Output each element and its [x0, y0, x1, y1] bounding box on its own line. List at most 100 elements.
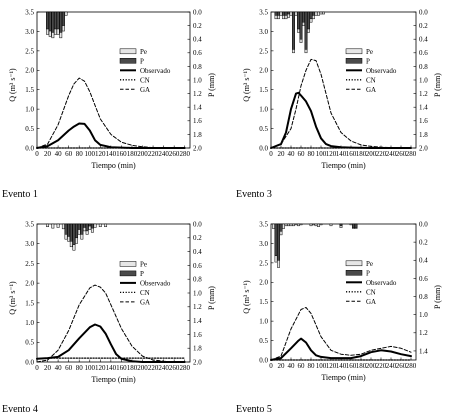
legend-label: CN — [140, 76, 150, 84]
bar-pe — [339, 223, 343, 227]
x-tick-label: 140 — [106, 364, 117, 372]
series-line-ga — [270, 307, 412, 361]
x-tick-label: 180 — [127, 364, 138, 372]
x-tick-label: 260 — [396, 150, 407, 158]
legend-label: CN — [140, 289, 150, 297]
legend-label: Pe — [140, 48, 147, 56]
bar-pe — [85, 223, 89, 232]
y-tick-label: 2.5 — [259, 47, 268, 55]
bar-pe — [80, 223, 84, 235]
series-line-observado — [36, 122, 186, 149]
bar-p — [349, 223, 353, 226]
bar-p — [289, 11, 293, 16]
bar-pe — [277, 223, 280, 261]
y-tick-label: 0.5 — [259, 337, 268, 345]
bar-p — [299, 223, 303, 226]
bar-p — [51, 223, 55, 229]
bar-p — [314, 223, 318, 227]
x-tick-label: 220 — [148, 364, 159, 372]
bar-pe — [77, 223, 81, 230]
x-tick-label: 0 — [35, 150, 39, 158]
y2-tick-label: 1.2 — [419, 329, 428, 337]
y2-tick-label: 0.2 — [193, 22, 202, 30]
x-tick-label: 280 — [406, 150, 417, 158]
x-tick-label: 20 — [44, 364, 52, 372]
y2-tick-label: 1.0 — [419, 76, 428, 84]
y2-tick-label: 1.6 — [419, 117, 428, 125]
bar-pe — [299, 11, 303, 40]
series-line-observado — [270, 91, 412, 149]
legend-label: GA — [140, 298, 150, 306]
legend-label: P — [140, 270, 144, 278]
y2-tick-label: 0.0 — [419, 220, 428, 228]
legend-label: Pe — [366, 260, 373, 268]
bar-pe — [304, 11, 308, 50]
bar-p — [272, 223, 275, 229]
y2-tick-label: 0.4 — [419, 36, 428, 44]
plot-frame — [36, 223, 191, 363]
y-tick-label: 3.0 — [259, 240, 268, 248]
bar-pe — [354, 223, 358, 228]
legend-swatch-pe — [345, 48, 363, 55]
x-tick-label: 60 — [65, 150, 73, 158]
x-tick-label: 200 — [137, 150, 148, 158]
legend-label: Pe — [366, 48, 373, 56]
bar-pe — [69, 223, 73, 242]
y-tick-label: 2.0 — [259, 67, 268, 75]
x-tick-label: 200 — [137, 364, 148, 372]
series-line-observado — [270, 337, 412, 361]
legend-label: GA — [140, 86, 150, 94]
bar-pe — [307, 11, 310, 30]
x-tick-label: 240 — [386, 362, 397, 370]
x-tick-label: 280 — [406, 362, 417, 370]
y2-axis-label: P (mm) — [433, 73, 442, 97]
legend-swatch-p — [345, 58, 363, 64]
y2-tick-label: 1.2 — [193, 303, 202, 311]
panel-label-evento-3: Evento 3 — [236, 189, 272, 200]
bar-p — [287, 223, 290, 227]
y-tick-label: 3.0 — [25, 240, 34, 248]
x-tick-label: 220 — [376, 150, 387, 158]
y-tick-label: 1.5 — [259, 86, 268, 94]
y-axis-label: Q (m³ s⁻¹) — [242, 280, 251, 314]
legend-label: Observado — [140, 67, 171, 75]
y2-axis-label: P (mm) — [207, 286, 216, 310]
bar-p — [322, 11, 325, 15]
y-tick-label: 3.5 — [25, 8, 34, 16]
legend-label: P — [366, 269, 370, 277]
y2-tick-label: 1.6 — [193, 331, 202, 339]
x-tick-label: 260 — [169, 150, 180, 158]
chart-panel-1: 0 20 40 60 80 100 120 140 160 180 200 220 240 260 280 0… — [8, 8, 216, 170]
x-tick-label: 260 — [169, 364, 180, 372]
y-tick-label: 0.0 — [25, 358, 34, 366]
x-tick-label: 240 — [386, 150, 397, 158]
x-tick-label: 260 — [396, 362, 407, 370]
bar-p — [292, 223, 295, 227]
bar-pe — [90, 223, 94, 229]
x-tick-label: 140 — [336, 362, 347, 370]
bar-p — [93, 223, 97, 228]
bar-pe — [75, 223, 79, 239]
y-tick-label: 2.0 — [25, 280, 34, 288]
bar-pe — [284, 11, 288, 16]
y2-tick-label: 1.4 — [193, 104, 202, 112]
x-tick-label: 120 — [326, 150, 337, 158]
bar-p — [317, 11, 320, 16]
chart-panel-4: 0 20 40 60 80 100 120 140 160 180 200 220 240 260 280 0… — [242, 220, 442, 382]
y-tick-label: 1.5 — [25, 86, 34, 94]
y2-axis-label: P (mm) — [207, 73, 216, 97]
x-tick-label: 200 — [366, 362, 377, 370]
x-tick-label: 80 — [308, 362, 316, 370]
x-tick-label: 80 — [76, 364, 84, 372]
legend-label: CN — [366, 288, 376, 296]
legend-label: Observado — [366, 279, 397, 287]
bar-pe — [54, 11, 57, 30]
bar-pe — [309, 11, 313, 20]
legend-label: Observado — [140, 279, 171, 287]
bar-pe — [51, 11, 55, 33]
bar-pe — [312, 11, 315, 16]
y-axis-label: Q (m³ s⁻¹) — [242, 68, 251, 102]
y-tick-label: 0.0 — [259, 356, 268, 364]
y2-tick-label: 0.2 — [419, 239, 428, 247]
y2-tick-label: 1.6 — [193, 117, 202, 125]
